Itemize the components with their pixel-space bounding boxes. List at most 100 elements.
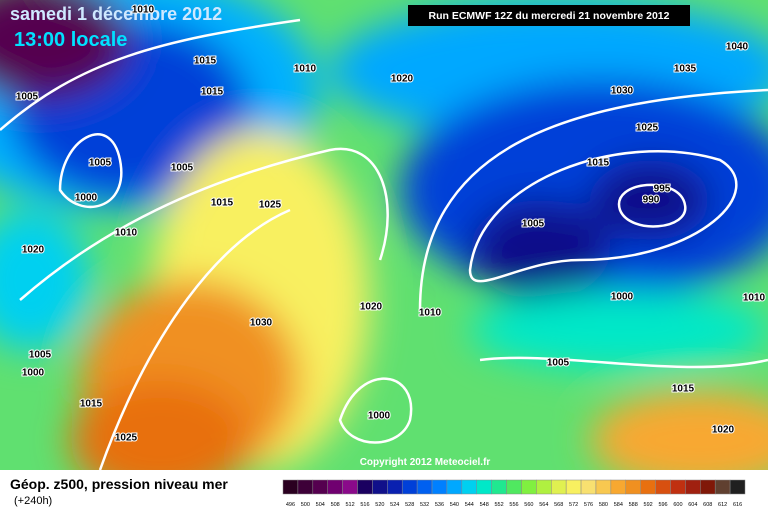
legend-swatch [536,479,552,495]
title: samedi 1 décembre 2012 [10,4,222,24]
isobar-label: 1005 [547,358,570,369]
legend-swatch [282,479,299,495]
legend-swatch [312,479,328,495]
isobar-label: 1010 [294,64,317,75]
legend-label: 516 [360,502,369,508]
isobar-label: 1015 [194,56,217,67]
legend-swatch [521,479,537,495]
legend-label: 608 [703,502,712,508]
legend-label: 584 [614,502,623,508]
legend-label: 544 [465,502,474,508]
legend-label: 552 [495,502,504,508]
legend-label: 604 [688,502,697,508]
legend-label: 512 [345,502,354,508]
legend-swatch [401,479,418,495]
legend-swatch [416,479,433,495]
isobar-label: 1000 [22,368,45,379]
map-field [0,0,768,500]
legend-label: 592 [644,502,653,508]
legend-swatch [729,479,746,495]
legend-label: 528 [405,502,414,508]
isobar-label: 1015 [80,399,103,410]
legend-swatch [565,479,582,495]
legend-swatch [491,479,507,495]
isobar-label: 1035 [674,64,697,75]
isobar-label: 1025 [115,433,138,444]
isobar-label: 1005 [89,158,112,169]
legend-label: 612 [718,502,727,508]
isobar-label: 1020 [391,74,414,85]
legend-swatch [714,479,731,495]
isobar-label: 1015 [587,158,610,169]
legend-label: 556 [509,502,518,508]
legend-label: 536 [435,502,444,508]
lead-time: (+240h) [14,495,52,507]
isobar-label: 1010 [743,293,766,304]
legend-label: 560 [524,502,533,508]
isobar-label: 1020 [22,245,45,256]
isobar-label: 1025 [259,200,282,211]
legend-label: 508 [331,502,340,508]
legend-swatch [685,479,701,495]
legend-label: 600 [673,502,682,508]
legend-swatch [387,479,403,495]
isobar-label: 1005 [522,219,545,230]
run-box [408,5,690,26]
legend-swatch [342,479,358,495]
isobar-label: 1025 [636,123,659,134]
legend-label: 588 [629,502,638,508]
footer-title: Géop. z500, pression niveau mer [10,476,228,492]
legend-label: 532 [420,502,429,508]
legend-label: 500 [301,502,310,508]
isobar-label: 995 [654,184,671,195]
legend-swatch [551,479,567,495]
legend-label: 596 [658,502,667,508]
legend-label: 524 [390,502,399,508]
isobar-label: 1020 [712,425,735,436]
isobar-label: 1030 [611,86,634,97]
legend-swatch [357,479,373,495]
legend-label: 576 [584,502,593,508]
isobar-label: 1010 [419,308,442,319]
legend-swatch [655,479,671,495]
legend-label: 548 [480,502,489,508]
legend-label: 568 [554,502,563,508]
isobar-label: 1005 [16,92,39,103]
isobar-label: 1000 [75,193,98,204]
isobar-label: 1015 [672,384,695,395]
legend-swatch [640,479,656,495]
legend-swatch [625,479,641,495]
legend-label: 540 [450,502,459,508]
isobar-label: 1010 [115,228,138,239]
isobar-label: 1000 [611,292,634,303]
isobar-label: 1010 [132,5,155,16]
legend-label: 580 [599,502,608,508]
legend-swatch [461,479,477,495]
isobar-label: 990 [643,195,660,206]
legend-label: 572 [569,502,578,508]
isobar-label: 1005 [29,350,52,361]
isobar-label: 1020 [360,302,383,313]
legend-swatch [580,479,597,495]
run-info: Run ECMWF 12Z du mercredi 21 novembre 20… [429,10,670,22]
legend-swatch [670,479,686,495]
legend-swatch [446,479,463,495]
isobar-label: 1000 [368,411,391,422]
legend-swatch [610,479,627,495]
legend-swatch [431,479,448,495]
isobar-label: 1015 [211,198,234,209]
legend-swatch [700,479,716,495]
legend-label: 564 [539,502,548,508]
legend-label: 504 [316,502,325,508]
isobar-label: 1015 [201,87,224,98]
legend-swatch [327,479,343,495]
legend-label: 496 [286,502,295,508]
legend-label: 616 [733,502,742,508]
isobar-label: 1040 [726,42,749,53]
isobar-label: 1030 [250,318,273,329]
legend-swatch [506,479,522,495]
copyright: Copyright 2012 Meteociel.fr [360,457,491,468]
legend-swatch [372,479,388,495]
